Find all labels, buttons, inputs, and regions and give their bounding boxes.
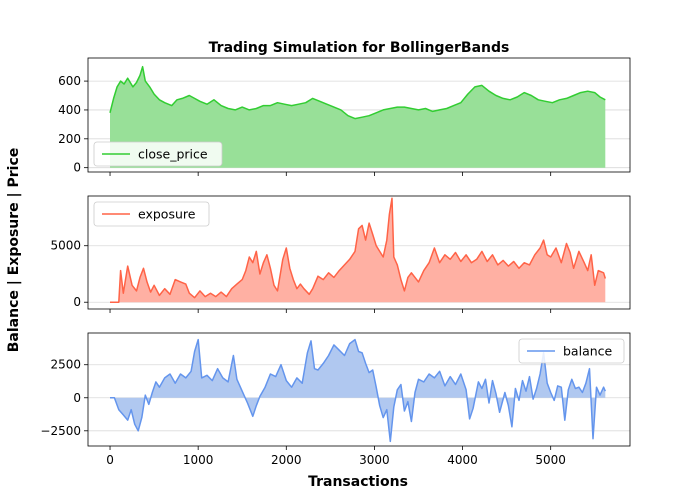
- panel-balance: −2500 0 2500 0 1000 2000 3000 4000 5000 balance: [40, 332, 631, 467]
- legend-box: [518, 338, 625, 364]
- xtick-label: 0: [106, 453, 114, 467]
- ytick-label: 0: [73, 295, 81, 309]
- legend-box: [93, 141, 223, 167]
- ytick-label: −2500: [40, 424, 81, 438]
- figure-xlabel: Transactions: [308, 474, 408, 490]
- figure-ylabel: Balance | Exposure | Price: [6, 148, 22, 353]
- legend-label: balance: [563, 344, 613, 359]
- series-line-exposure: [110, 197, 607, 303]
- ytick-label: 0: [73, 161, 81, 175]
- ytick-label: 400: [58, 103, 81, 117]
- legend-label: close_price: [138, 147, 208, 162]
- panel-close_price: 0 200 400 600 close_price: [58, 57, 631, 176]
- area-fill-close_price: [110, 66, 606, 168]
- legend-balance: balance: [518, 338, 625, 364]
- series-line-balance: [110, 338, 606, 443]
- ytick-label: 2500: [50, 358, 81, 372]
- area-fill-exposure: [110, 198, 606, 303]
- axes-frame: [87, 57, 631, 173]
- xtick-label: 1000: [183, 453, 214, 467]
- panel-exposure: 0 5000 exposure: [50, 195, 631, 313]
- ytick-label: 600: [58, 74, 81, 88]
- axes-frame: [87, 332, 631, 447]
- xtick-label: 5000: [535, 453, 566, 467]
- ytick-label: 200: [58, 132, 81, 146]
- series-line-close_price: [109, 65, 606, 120]
- panels-group: 0 200 400 600 close_price 0 5000 exposure −2500 0…: [40, 57, 631, 467]
- ytick-label: 0: [73, 391, 81, 405]
- xtick-label: 2000: [271, 453, 302, 467]
- area-fill-balance: [110, 339, 606, 442]
- figure-title: Trading Simulation for BollingerBands: [209, 40, 510, 56]
- legend-close_price: close_price: [93, 141, 223, 167]
- legend-label: exposure: [138, 207, 196, 222]
- xtick-label: 4000: [447, 453, 478, 467]
- ytick-label: 5000: [50, 239, 81, 253]
- axes-frame: [87, 195, 631, 310]
- legend-box: [93, 201, 210, 227]
- legend-exposure: exposure: [93, 201, 210, 227]
- xtick-label: 3000: [359, 453, 390, 467]
